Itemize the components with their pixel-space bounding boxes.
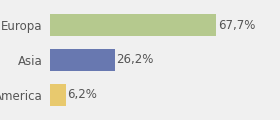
Text: 6,2%: 6,2% [67,88,97,101]
Text: 67,7%: 67,7% [218,19,256,32]
Bar [50,84,66,106]
Text: 26,2%: 26,2% [116,54,154,66]
Bar [50,49,115,71]
Bar [50,14,216,36]
